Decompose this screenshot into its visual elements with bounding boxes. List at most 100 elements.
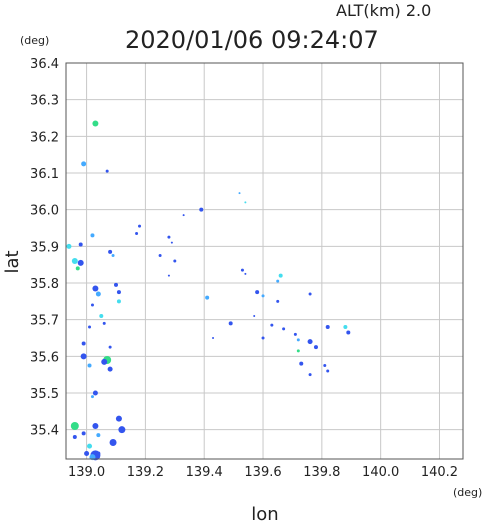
data-point (101, 358, 108, 365)
tick-labels: 139.0 139.2 139.4 139.6 139.8 140.0 140.2 35.4 3… (30, 57, 458, 480)
x-tick-label: 139.4 (186, 465, 223, 480)
y-tick-label: 35.5 (30, 387, 59, 402)
data-point (99, 314, 104, 318)
data-point (96, 451, 101, 456)
data-point (78, 242, 83, 247)
data-points (66, 120, 351, 461)
data-point (308, 292, 312, 296)
data-point (138, 224, 142, 228)
x-tick-label: 139.2 (127, 465, 164, 480)
data-point (170, 241, 173, 244)
data-point (90, 395, 94, 399)
data-point (92, 423, 99, 429)
altitude-label: ALT(km) 2.0 (336, 1, 431, 20)
y-unit-label: (deg) (20, 34, 49, 47)
y-tick-label: 35.9 (30, 240, 59, 255)
data-point (81, 431, 86, 436)
data-point (346, 330, 351, 335)
data-point (116, 299, 121, 304)
data-point (116, 290, 121, 295)
data-point (113, 282, 118, 287)
y-axis-title: lat (2, 250, 23, 273)
data-point (299, 361, 304, 366)
data-point (240, 268, 244, 272)
data-point (270, 323, 274, 327)
data-point (72, 435, 77, 439)
data-point (92, 390, 98, 396)
data-point (158, 254, 162, 257)
x-unit-label: (deg) (453, 486, 482, 499)
x-tick-label: 139.0 (68, 465, 105, 480)
x-axis-title: lon (251, 504, 278, 521)
data-point (244, 272, 247, 275)
data-point (167, 274, 170, 277)
data-point (182, 214, 185, 217)
data-point (173, 259, 177, 263)
data-point (109, 439, 117, 446)
data-point (244, 201, 247, 204)
data-point (212, 337, 215, 339)
data-point (107, 366, 113, 372)
y-tick-label: 36.0 (30, 204, 59, 219)
data-point (88, 325, 92, 329)
data-point (105, 169, 109, 173)
y-tick-label: 36.1 (30, 167, 59, 182)
data-point (87, 363, 92, 368)
data-point (77, 259, 84, 266)
data-point (108, 249, 113, 254)
data-point (325, 325, 330, 329)
data-point (282, 327, 286, 331)
y-tick-label: 36.4 (30, 57, 59, 72)
data-point (326, 369, 330, 373)
data-point (80, 353, 87, 360)
data-point (261, 294, 265, 298)
data-point (296, 349, 300, 353)
data-point (276, 299, 280, 303)
x-tick-label: 140.2 (421, 465, 458, 480)
data-point (90, 303, 94, 307)
x-tick-label: 139.8 (303, 465, 340, 480)
data-point (81, 341, 86, 346)
data-point (278, 273, 283, 278)
data-point (70, 422, 79, 430)
data-point (296, 338, 300, 342)
y-tick-label: 36.2 (30, 130, 59, 145)
data-point (75, 266, 80, 271)
data-point (323, 364, 327, 367)
x-tick-label: 139.6 (244, 465, 281, 480)
data-point (293, 332, 297, 336)
timestamp-title: 2020/01/06 09:24:07 (125, 26, 379, 54)
data-point (87, 443, 93, 449)
data-point (135, 232, 139, 235)
data-point (111, 254, 115, 257)
data-point (71, 258, 78, 264)
y-tick-label: 35.4 (30, 424, 59, 439)
data-point (308, 373, 312, 377)
data-point (115, 415, 122, 422)
data-point (108, 345, 112, 349)
data-point (261, 336, 265, 340)
data-point (84, 451, 90, 456)
data-point (276, 279, 280, 283)
data-point (253, 315, 256, 317)
data-point (118, 426, 126, 434)
y-tick-label: 35.6 (30, 350, 59, 365)
y-tick-label: 35.7 (30, 314, 59, 329)
y-tick-label: 35.8 (30, 277, 59, 292)
data-point (102, 321, 106, 325)
data-point (343, 325, 348, 329)
data-point (307, 339, 313, 345)
data-point (238, 192, 241, 195)
grid-lines (66, 62, 463, 459)
data-point (92, 285, 99, 292)
data-point (313, 345, 318, 350)
data-point (205, 295, 210, 300)
data-point (228, 321, 233, 326)
plot-frame (65, 62, 464, 460)
data-point (92, 120, 99, 127)
data-point (90, 233, 95, 238)
data-point (96, 433, 101, 438)
y-tick-label: 36.3 (30, 94, 59, 109)
data-point (199, 207, 204, 212)
